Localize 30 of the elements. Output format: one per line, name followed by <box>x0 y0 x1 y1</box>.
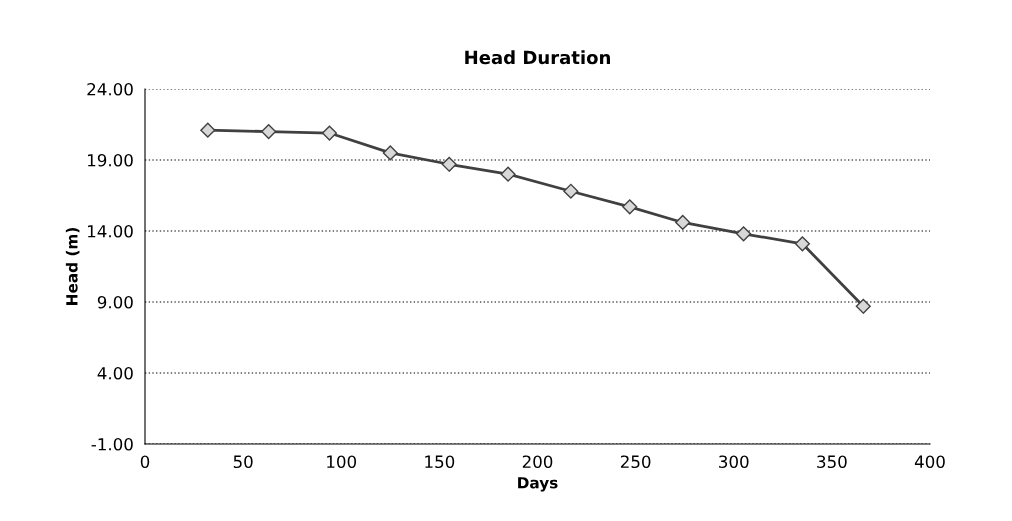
y-tick-label: 24.00 <box>87 82 133 96</box>
point <box>382 145 398 161</box>
y-tick-label: -1.00 <box>91 437 133 451</box>
x-tick-label: 250 <box>620 455 651 469</box>
point <box>441 156 457 172</box>
y-tick-label: 19.00 <box>88 153 133 167</box>
y-tick-label: 14.00 <box>88 224 133 238</box>
point <box>622 199 638 215</box>
x-tick-label: 0 <box>140 455 150 469</box>
x-tick-label: 300 <box>719 455 749 469</box>
y-axis-title: Head (m) <box>65 228 80 305</box>
point <box>500 166 516 182</box>
chart-title: Head Duration <box>465 50 610 65</box>
x-tick-label: 200 <box>522 455 553 469</box>
point <box>261 124 277 140</box>
x-tick-label: 50 <box>233 455 253 469</box>
y-tick-label: 4.00 <box>97 366 133 380</box>
point <box>735 226 752 242</box>
point <box>563 183 579 199</box>
x-tick-label: 350 <box>817 455 847 469</box>
point <box>321 125 338 141</box>
x-tick-label: 400 <box>914 455 945 469</box>
x-tick-label: 150 <box>425 455 455 469</box>
point <box>200 122 216 138</box>
point <box>794 236 811 252</box>
y-tick-label: 9.00 <box>97 295 133 309</box>
x-tick-label: 100 <box>327 455 357 469</box>
x-axis-title: Days <box>518 477 558 492</box>
point <box>675 214 691 231</box>
point <box>855 298 871 314</box>
